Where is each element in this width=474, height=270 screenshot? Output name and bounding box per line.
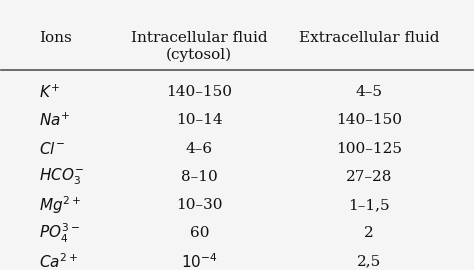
Text: 27–28: 27–28 bbox=[346, 170, 392, 184]
Text: 60: 60 bbox=[190, 226, 209, 240]
Text: $Ca^{2+}$: $Ca^{2+}$ bbox=[39, 252, 79, 270]
Text: $Cl^{-}$: $Cl^{-}$ bbox=[39, 141, 65, 157]
Text: 2: 2 bbox=[364, 226, 374, 240]
Text: 140–150: 140–150 bbox=[336, 113, 402, 127]
Text: $Na^{+}$: $Na^{+}$ bbox=[39, 112, 70, 129]
Text: $K^{+}$: $K^{+}$ bbox=[39, 83, 60, 101]
Text: $HCO_{3}^{-}$: $HCO_{3}^{-}$ bbox=[39, 167, 84, 187]
Text: $10^{-4}$: $10^{-4}$ bbox=[181, 252, 218, 270]
Text: 140–150: 140–150 bbox=[166, 85, 232, 99]
Text: Extracellular fluid: Extracellular fluid bbox=[299, 31, 439, 45]
Text: 1–1,5: 1–1,5 bbox=[348, 198, 390, 212]
Text: Intracellular fluid
(cytosol): Intracellular fluid (cytosol) bbox=[131, 31, 268, 62]
Text: 4–5: 4–5 bbox=[356, 85, 383, 99]
Text: 8–10: 8–10 bbox=[181, 170, 218, 184]
Text: 10–14: 10–14 bbox=[176, 113, 223, 127]
Text: $Mg^{2+}$: $Mg^{2+}$ bbox=[39, 194, 82, 216]
Text: Ions: Ions bbox=[39, 31, 72, 45]
Text: 2,5: 2,5 bbox=[357, 255, 381, 268]
Text: $PO_{4}^{3-}$: $PO_{4}^{3-}$ bbox=[39, 222, 80, 245]
Text: 100–125: 100–125 bbox=[336, 142, 402, 156]
Text: 4–6: 4–6 bbox=[186, 142, 213, 156]
Text: 10–30: 10–30 bbox=[176, 198, 223, 212]
